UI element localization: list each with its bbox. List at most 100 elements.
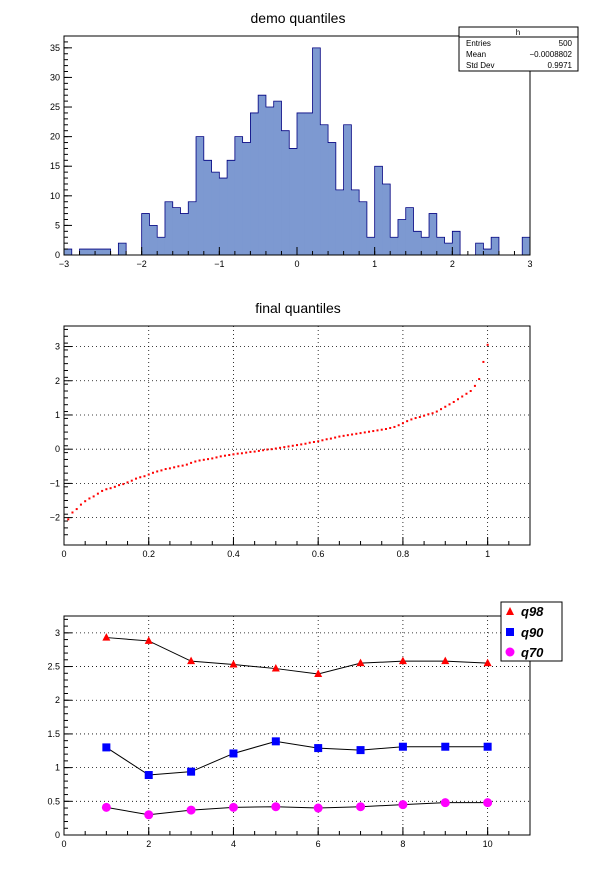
scatter-point bbox=[359, 432, 362, 435]
scatter-point bbox=[249, 450, 252, 453]
scatter-point bbox=[164, 468, 167, 471]
histogram-bin bbox=[203, 160, 212, 255]
y-tick-label: 3 bbox=[55, 342, 60, 352]
x-tick-label: 3 bbox=[527, 259, 532, 269]
histogram-bin bbox=[227, 160, 235, 255]
scatter-point bbox=[334, 436, 337, 439]
histogram-bin bbox=[382, 183, 391, 255]
graph-grid bbox=[63, 616, 530, 836]
scatter-point bbox=[435, 410, 438, 413]
scatter-point bbox=[478, 378, 481, 381]
scatter-point bbox=[291, 444, 294, 447]
series-q90-point bbox=[398, 742, 407, 751]
y-tick-label: 20 bbox=[50, 132, 60, 142]
y-tick-label: 0 bbox=[55, 250, 60, 260]
scatter-point bbox=[202, 458, 205, 461]
series-q70-point bbox=[186, 805, 196, 815]
scatter-point bbox=[253, 450, 256, 453]
histogram-bin bbox=[297, 112, 305, 255]
histogram-bin bbox=[289, 148, 297, 255]
y-tick-label: −2 bbox=[50, 513, 60, 523]
series-q98-point bbox=[102, 633, 111, 641]
series-q98-line bbox=[106, 637, 488, 675]
histogram-frame bbox=[63, 35, 531, 256]
scatter-point bbox=[92, 495, 95, 498]
series-q90-point bbox=[229, 749, 238, 758]
histogram-bin bbox=[429, 213, 437, 255]
scatter-point bbox=[338, 435, 341, 438]
scatter-point bbox=[190, 461, 193, 464]
scatter-point bbox=[418, 416, 421, 419]
scatter-title: final quantiles bbox=[255, 300, 341, 316]
series-q90-point bbox=[102, 743, 111, 752]
legend-q98-label: q98 bbox=[521, 604, 544, 619]
series-q90-line bbox=[106, 740, 488, 776]
scatter-point bbox=[215, 456, 218, 459]
series-q70-line bbox=[106, 802, 488, 816]
histogram-bin bbox=[359, 201, 367, 255]
scatter-point bbox=[96, 492, 99, 495]
scatter-point bbox=[304, 442, 307, 445]
scatter-point bbox=[270, 448, 273, 451]
scatter-point bbox=[88, 497, 91, 500]
scatter-point bbox=[168, 467, 171, 470]
scatter-point bbox=[465, 392, 468, 395]
scatter-point bbox=[406, 420, 409, 423]
scatter-point bbox=[257, 449, 260, 452]
stats-entries-label: Entries bbox=[466, 39, 491, 48]
series-q90-point bbox=[271, 737, 280, 746]
x-tick-label: 0.4 bbox=[227, 549, 240, 559]
histogram-bin bbox=[258, 95, 266, 256]
scatter-point bbox=[109, 487, 112, 490]
scatter-point bbox=[219, 455, 222, 458]
histogram-title: demo quantiles bbox=[251, 10, 346, 26]
stats-mean-label: Mean bbox=[466, 50, 486, 59]
series-q70-point bbox=[144, 810, 154, 820]
graph-ticks: 0 2 4 6 8 10 0 0.5 1 1.5 2 2.5 3 bbox=[47, 618, 531, 849]
legend-q98-triangle-icon bbox=[506, 607, 514, 615]
scatter-point bbox=[329, 437, 332, 440]
histogram-bin bbox=[436, 237, 445, 255]
histogram-bin bbox=[312, 47, 321, 256]
y-tick-label: −1 bbox=[50, 478, 60, 488]
scatter-point bbox=[71, 511, 74, 514]
series-q90-point bbox=[441, 742, 450, 751]
scatter-point bbox=[211, 457, 214, 460]
legend-q70-label: q70 bbox=[521, 645, 544, 660]
histogram-bin bbox=[196, 136, 204, 255]
scatter-point bbox=[135, 477, 138, 480]
histogram-bin bbox=[211, 172, 220, 255]
histogram-bin bbox=[335, 189, 344, 255]
series-q90-point bbox=[314, 744, 323, 753]
scatter-point bbox=[414, 417, 417, 420]
x-tick-label: 0 bbox=[61, 549, 66, 559]
x-tick-label: 0.8 bbox=[397, 549, 410, 559]
series-q98-point bbox=[144, 636, 153, 644]
series-q70-point bbox=[101, 802, 111, 812]
legend-q70-circle-icon bbox=[505, 647, 515, 657]
histogram-bin bbox=[475, 243, 484, 255]
series-q98-point bbox=[356, 658, 365, 667]
scatter-point bbox=[351, 433, 354, 436]
scatter-point bbox=[79, 503, 82, 506]
scatter-point bbox=[469, 390, 472, 393]
histogram-bin bbox=[265, 107, 274, 255]
histogram-bin bbox=[141, 213, 150, 255]
scatter-point bbox=[274, 447, 277, 450]
scatter-point bbox=[139, 476, 142, 479]
histogram-bin bbox=[351, 189, 360, 255]
scatter-point bbox=[482, 360, 485, 363]
series-q70-point bbox=[483, 798, 493, 808]
y-tick-label: 2 bbox=[55, 695, 60, 705]
scatter-point bbox=[228, 454, 231, 457]
scatter-point bbox=[389, 426, 392, 429]
scatter-point bbox=[122, 483, 125, 486]
histogram-bin bbox=[242, 142, 251, 255]
x-tick-label: −3 bbox=[59, 259, 69, 269]
scatter-points bbox=[67, 343, 489, 521]
series-q90-point bbox=[144, 771, 153, 780]
series-q70-point bbox=[398, 800, 408, 810]
x-tick-label: 10 bbox=[483, 839, 493, 849]
x-tick-label: 1 bbox=[372, 259, 377, 269]
